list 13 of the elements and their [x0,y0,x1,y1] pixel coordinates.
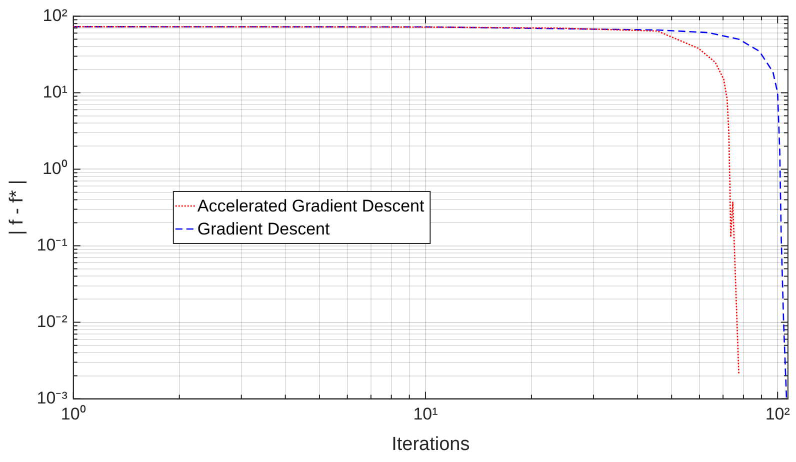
y-tick-label: 10⁻² [36,312,68,331]
legend-label: Accelerated Gradient Descent [197,196,424,216]
x-tick-label: 10¹ [413,404,438,424]
x-tick-label: 10⁰ [60,404,86,424]
x-tick-label: 10² [765,404,790,424]
y-tick-label: 10² [42,6,68,25]
y-tick-label: 10¹ [42,82,68,102]
y-tick-label: 10⁻¹ [36,235,68,254]
y-axis-title: | f - f* | [6,180,28,236]
legend-label: Gradient Descent [197,220,330,239]
x-axis-title: Iterations [392,434,470,455]
y-tick-label: 10⁰ [42,158,68,178]
y-tick-label: 10⁻³ [36,388,68,408]
